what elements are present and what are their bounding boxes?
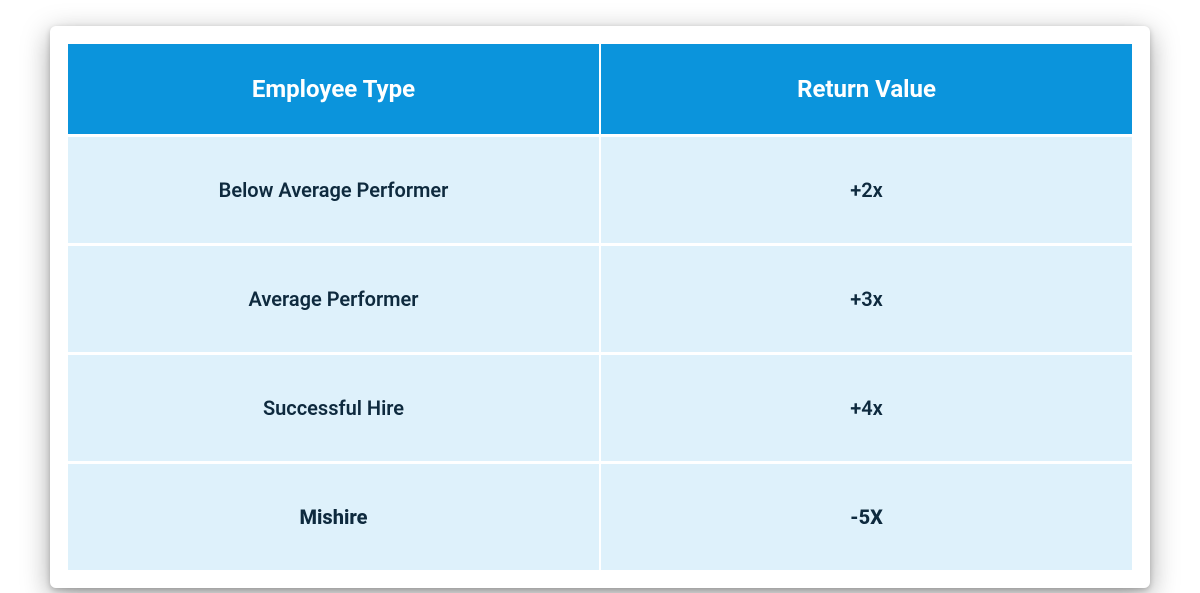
cell-employee-type: Average Performer	[68, 245, 600, 354]
table-row: Below Average Performer +2x	[68, 136, 1132, 245]
cell-employee-type: Mishire	[68, 463, 600, 571]
cell-return-value: -5X	[600, 463, 1132, 571]
cell-employee-type: Below Average Performer	[68, 136, 600, 245]
cell-employee-type: Successful Hire	[68, 354, 600, 463]
table-header-row: Employee Type Return Value	[68, 44, 1132, 136]
col-header-return-value: Return Value	[600, 44, 1132, 136]
cell-return-value: +3x	[600, 245, 1132, 354]
cell-return-value: +2x	[600, 136, 1132, 245]
col-header-employee-type: Employee Type	[68, 44, 600, 136]
table-card: Employee Type Return Value Below Average…	[50, 26, 1150, 588]
table-row: Mishire -5X	[68, 463, 1132, 571]
table-row: Average Performer +3x	[68, 245, 1132, 354]
employee-return-table: Employee Type Return Value Below Average…	[68, 44, 1132, 570]
table-row: Successful Hire +4x	[68, 354, 1132, 463]
cell-return-value: +4x	[600, 354, 1132, 463]
